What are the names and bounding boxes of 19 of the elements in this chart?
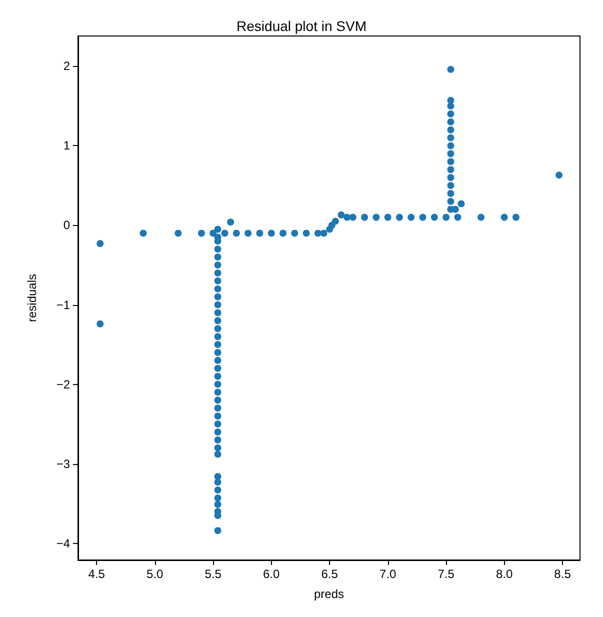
x-tick-label: 6.0 [263,567,280,581]
x-tick-label: 8.0 [496,567,513,581]
x-tick-label: 5.0 [146,567,164,581]
x-tick-label: 7.5 [438,567,455,581]
chart-title: Residual plot in SVM [236,18,366,34]
y-tick-label: 2 [63,59,70,74]
y-axis-title: residuals [25,274,39,322]
x-tick-label: 8.5 [554,567,572,581]
x-tick-label: 5.5 [204,567,222,581]
y-tick-label: 1 [63,138,70,153]
y-tick-label: −1 [56,298,70,312]
x-axis-title: preds [314,587,344,601]
x-tick-label: 4.5 [88,567,106,581]
x-tick-label: 7.0 [379,567,396,581]
x-tick-label: 6.5 [321,567,338,581]
y-tick-label: −4 [56,536,70,550]
y-tick-label: 0 [63,218,70,232]
y-tick-label: −3 [56,456,70,471]
y-tick-label: −2 [56,377,70,392]
